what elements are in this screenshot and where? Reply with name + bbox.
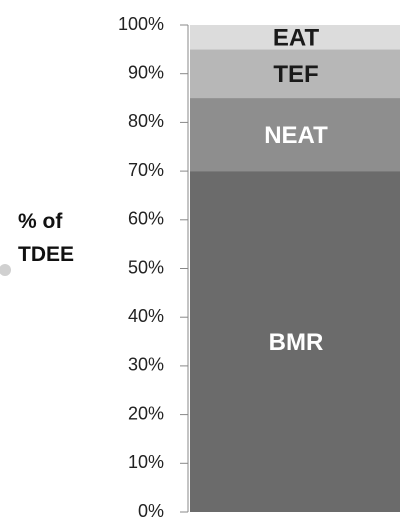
- y-tick-label: 10%: [128, 452, 164, 472]
- segment-label: TEF: [273, 61, 318, 88]
- y-tick-label: 40%: [128, 306, 164, 326]
- segment-label: NEAT: [264, 122, 328, 149]
- y-tick-label: 30%: [128, 355, 164, 375]
- segment-label: BMR: [269, 329, 324, 356]
- bar-segment: [190, 171, 400, 512]
- bar-segment: [190, 25, 400, 50]
- y-tick-label: 70%: [128, 160, 164, 180]
- y-tick-label: 20%: [128, 403, 164, 423]
- y-tick-label: 60%: [128, 209, 164, 229]
- y-tick-label: 100%: [118, 14, 164, 34]
- segment-label: EAT: [273, 25, 320, 52]
- bar-segment: [190, 98, 400, 172]
- y-tick-label: 0%: [138, 501, 164, 521]
- y-tick-label: 50%: [128, 257, 164, 277]
- bar-segment: [190, 49, 400, 99]
- edge-handle: [0, 264, 11, 276]
- y-tick-label: 90%: [128, 62, 164, 82]
- y-tick-label: 80%: [128, 111, 164, 131]
- y-axis-label: % of TDEE: [18, 210, 75, 266]
